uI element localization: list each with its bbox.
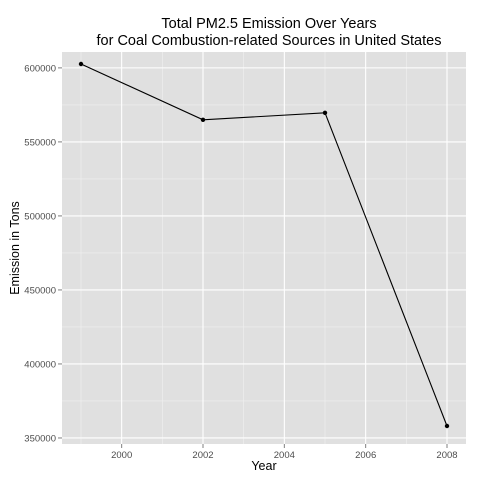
- x-tick-label: 2008: [436, 450, 457, 461]
- series-polyline: [80, 63, 448, 427]
- x-tick-label: 2002: [192, 450, 213, 461]
- grid-lines: [62, 52, 466, 444]
- y-axis-title: Emission in Tons: [8, 201, 22, 295]
- plot-panel: [62, 52, 466, 444]
- chart-title-line-1: Total PM2.5 Emission Over Years: [161, 16, 376, 32]
- data-point: [78, 61, 84, 67]
- data-point: [200, 117, 206, 122]
- data-points: [78, 61, 450, 429]
- y-tick-label: 450000: [24, 285, 56, 296]
- data-point: [444, 423, 450, 429]
- chart-title-line-2: for Coal Combustion-related Sources in U…: [97, 33, 442, 49]
- x-tick-label: 2004: [274, 450, 295, 461]
- data-point: [322, 110, 328, 116]
- y-tick-label: 350000: [24, 433, 56, 444]
- y-tick-label: 500000: [24, 211, 56, 222]
- x-axis-title: Year: [251, 459, 276, 473]
- x-tick-label: 2006: [355, 450, 376, 461]
- y-tick-label: 600000: [24, 63, 56, 74]
- tick-labels: 2000 2002 2004 2006 2008 350000 400000 450000 50…: [24, 63, 457, 461]
- y-tick-label: 550000: [24, 137, 56, 148]
- series-line: [80, 63, 448, 427]
- y-tick-label: 400000: [24, 359, 56, 370]
- x-tick-label: 2000: [111, 450, 132, 461]
